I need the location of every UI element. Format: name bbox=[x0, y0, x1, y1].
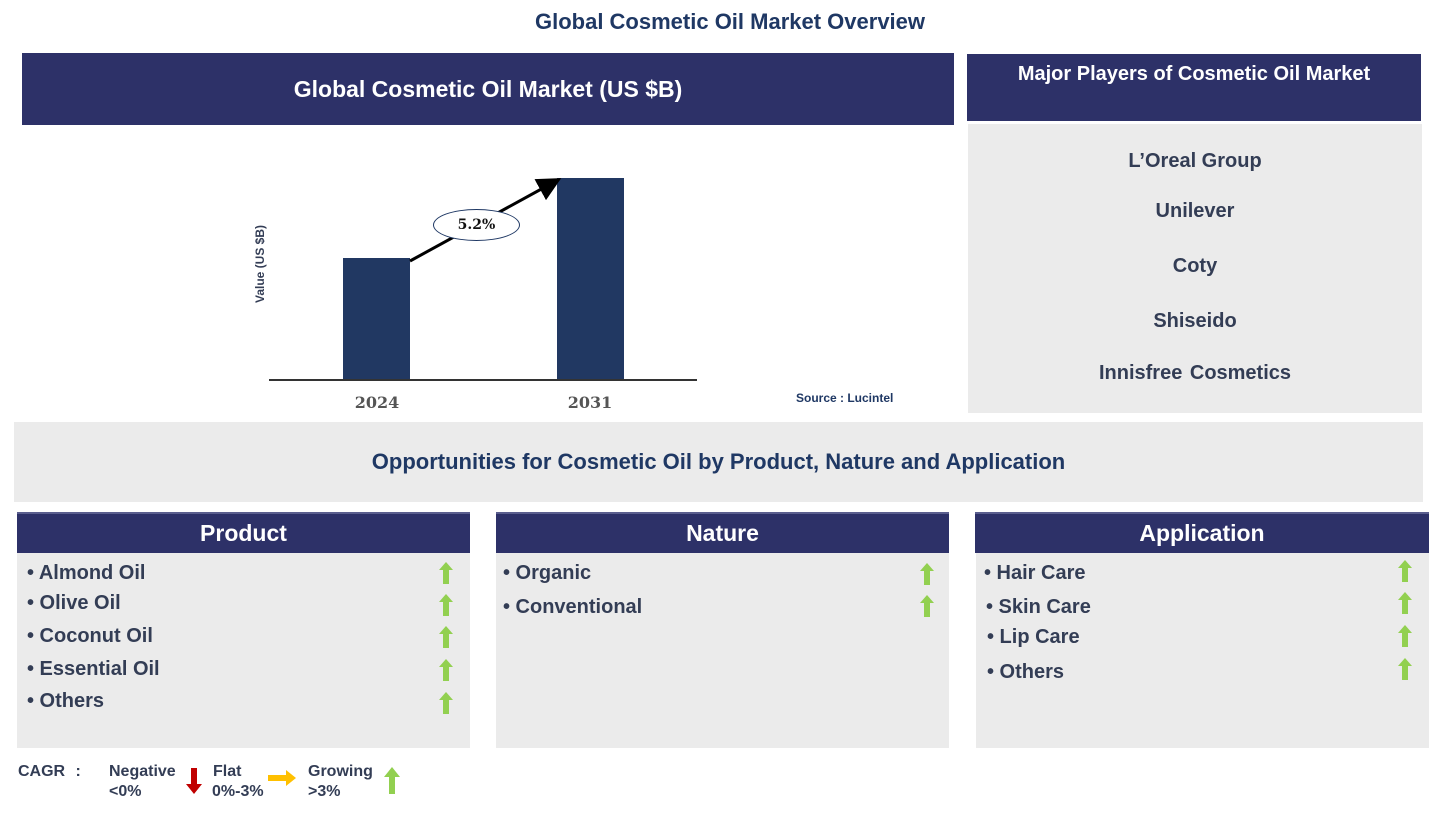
right-arrow-icon bbox=[268, 770, 296, 786]
opportunities-title: Opportunities for Cosmetic Oil by Produc… bbox=[14, 422, 1423, 502]
list-item: • Others bbox=[987, 661, 1065, 683]
legend-growing-range: >3% bbox=[308, 783, 341, 800]
up-arrow-icon bbox=[1398, 560, 1412, 582]
up-arrow-icon bbox=[1398, 625, 1412, 647]
legend-negative-range: <0% bbox=[109, 783, 142, 800]
segment-header-application: Application bbox=[975, 512, 1429, 553]
page-title: Global Cosmetic Oil Market Overview bbox=[534, 9, 926, 34]
player-item: Shiseido bbox=[1153, 310, 1237, 332]
segment-header-nature: Nature bbox=[496, 512, 949, 553]
player-item: L’Oreal Group bbox=[1128, 150, 1262, 172]
segment-list-application: • Hair Care • Skin Care • Lip Care • Oth… bbox=[976, 553, 1429, 748]
down-arrow-icon bbox=[186, 768, 202, 794]
bar-chart: Value (US $B) 2024 2031 5.2% Source : Lu… bbox=[22, 125, 954, 415]
list-item: • Essential Oil bbox=[27, 658, 160, 680]
major-players-header: Major Players of Cosmetic Oil Market bbox=[967, 54, 1421, 121]
up-arrow-icon bbox=[439, 594, 453, 616]
list-item: • Olive Oil bbox=[27, 592, 121, 614]
legend-label: CAGR : bbox=[18, 763, 81, 780]
list-item: • Skin Care bbox=[986, 596, 1091, 618]
segment-list-product: • Almond Oil • Olive Oil • Coconut Oil •… bbox=[17, 553, 470, 748]
legend-flat-title: Flat bbox=[213, 763, 242, 780]
list-item: • Others bbox=[27, 690, 105, 712]
legend-growing-title: Growing bbox=[308, 763, 373, 780]
source-note: Source : Lucintel bbox=[796, 391, 894, 405]
up-arrow-icon bbox=[439, 659, 453, 681]
x-tick-2024: 2024 bbox=[354, 393, 400, 412]
player-item: Coty bbox=[1172, 255, 1218, 277]
up-arrow-icon bbox=[920, 563, 934, 585]
chart-header: Global Cosmetic Oil Market (US $B) bbox=[22, 53, 954, 125]
major-players-list: L’Oreal Group Unilever Coty Shiseido Inn… bbox=[968, 124, 1422, 413]
player-item: Innisfree Cosmetics bbox=[1098, 362, 1292, 384]
player-item: Unilever bbox=[1155, 200, 1235, 222]
list-item: • Organic bbox=[503, 562, 592, 584]
up-arrow-icon bbox=[439, 626, 453, 648]
list-item: • Lip Care bbox=[987, 626, 1080, 648]
up-arrow-icon bbox=[439, 562, 453, 584]
legend-flat-range: 0%-3% bbox=[212, 783, 264, 800]
bar-2031 bbox=[557, 178, 624, 380]
up-arrow-icon bbox=[1398, 658, 1412, 680]
y-axis-label: Value (US $B) bbox=[253, 224, 267, 304]
segment-list-nature: • Organic • Conventional bbox=[496, 553, 949, 748]
x-axis-line bbox=[269, 379, 697, 381]
segment-header-product: Product bbox=[17, 512, 470, 553]
up-arrow-icon bbox=[920, 595, 934, 617]
list-item: • Coconut Oil bbox=[27, 625, 153, 647]
list-item: • Hair Care bbox=[984, 562, 1086, 584]
up-arrow-icon bbox=[1398, 592, 1412, 614]
list-item: • Conventional bbox=[503, 596, 643, 618]
cagr-bubble: 5.2% bbox=[433, 209, 520, 241]
bar-2024 bbox=[343, 258, 410, 380]
legend-negative-title: Negative bbox=[109, 763, 176, 780]
up-arrow-icon bbox=[439, 692, 453, 714]
up-arrow-icon bbox=[384, 767, 400, 794]
list-item: • Almond Oil bbox=[27, 562, 146, 584]
x-tick-2031: 2031 bbox=[567, 393, 613, 412]
